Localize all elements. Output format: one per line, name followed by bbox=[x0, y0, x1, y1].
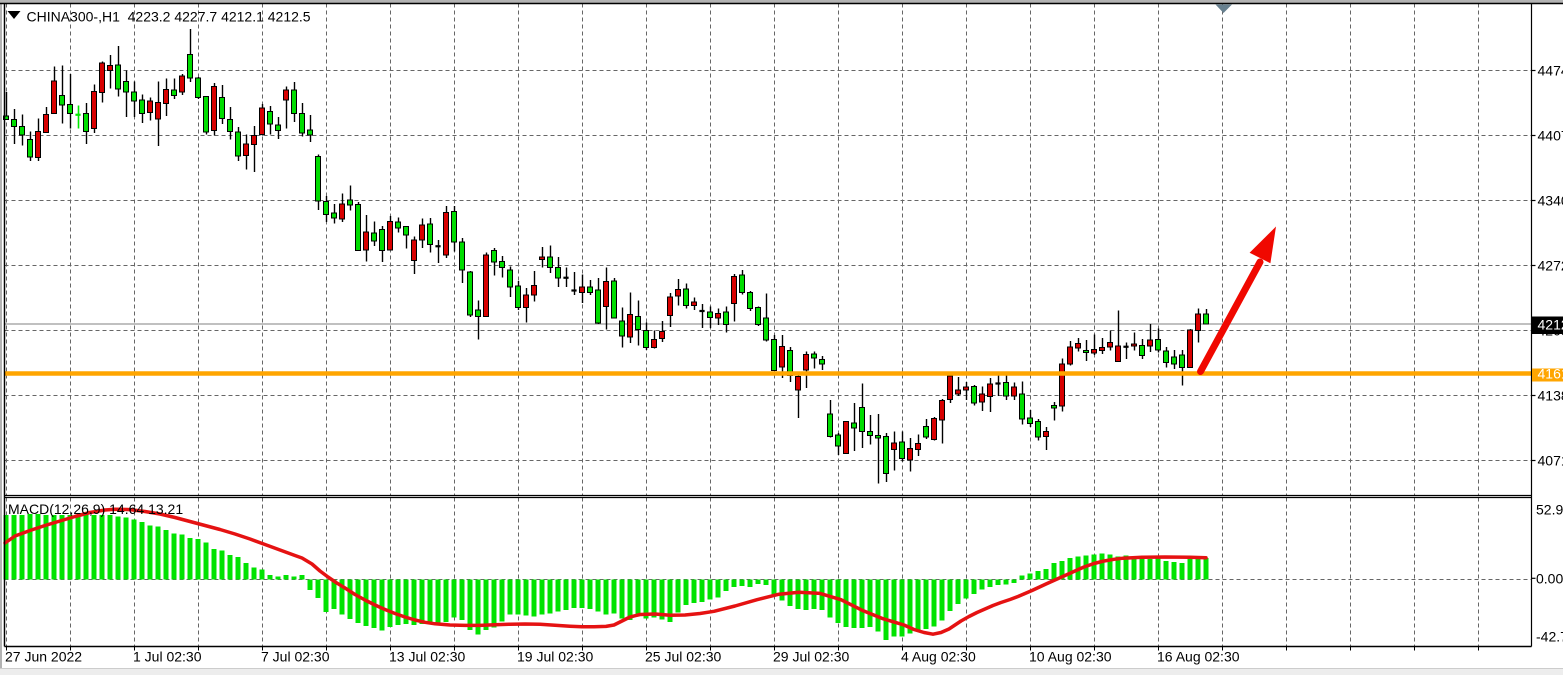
svg-text:4272: 4272 bbox=[1538, 258, 1563, 274]
svg-text:4212.5: 4212.5 bbox=[1538, 317, 1563, 333]
svg-text:4407: 4407 bbox=[1538, 128, 1563, 144]
svg-text:4340: 4340 bbox=[1538, 193, 1563, 209]
svg-text:4071: 4071 bbox=[1538, 453, 1563, 469]
svg-text:19 Jul 02:30: 19 Jul 02:30 bbox=[517, 649, 593, 665]
svg-text:13 Jul 02:30: 13 Jul 02:30 bbox=[389, 649, 465, 665]
svg-text:7 Jul 02:30: 7 Jul 02:30 bbox=[261, 649, 330, 665]
svg-text:16 Aug 02:30: 16 Aug 02:30 bbox=[1157, 649, 1240, 665]
svg-text:4161.5: 4161.5 bbox=[1538, 366, 1563, 382]
svg-text:25 Jul 02:30: 25 Jul 02:30 bbox=[645, 649, 721, 665]
svg-text:4138: 4138 bbox=[1538, 388, 1563, 404]
svg-text:-42.7: -42.7 bbox=[1536, 629, 1563, 645]
svg-text:MACD(12,26,9) 14.64 13.21: MACD(12,26,9) 14.64 13.21 bbox=[8, 501, 183, 517]
svg-text:10 Aug 02:30: 10 Aug 02:30 bbox=[1029, 649, 1112, 665]
svg-text:4 Aug 02:30: 4 Aug 02:30 bbox=[901, 649, 976, 665]
svg-text:1 Jul 02:30: 1 Jul 02:30 bbox=[133, 649, 202, 665]
svg-text:29 Jul 02:30: 29 Jul 02:30 bbox=[773, 649, 849, 665]
svg-text:0.00: 0.00 bbox=[1536, 570, 1563, 586]
svg-text:52.9: 52.9 bbox=[1536, 502, 1563, 518]
svg-text:CHINA300-,H1 4223.2 4227.7 42: CHINA300-,H1 4223.2 4227.7 4212.1 4212.5 bbox=[27, 8, 311, 24]
svg-text:27 Jun 2022: 27 Jun 2022 bbox=[5, 649, 82, 665]
